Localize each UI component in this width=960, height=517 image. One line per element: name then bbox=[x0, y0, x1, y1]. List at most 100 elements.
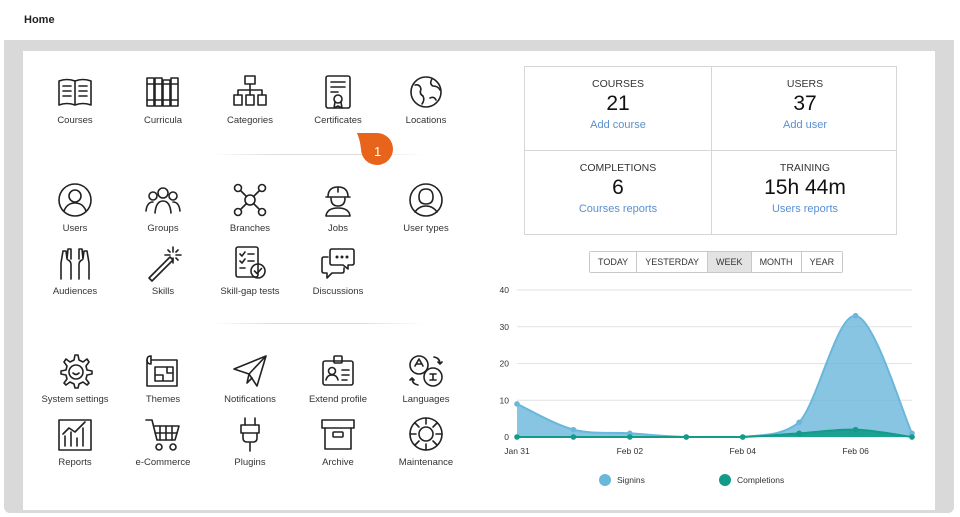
y-tick-label: 30 bbox=[500, 322, 510, 332]
step-badge: 1 bbox=[355, 131, 395, 171]
y-tick-label: 40 bbox=[500, 285, 510, 295]
data-point-completions bbox=[570, 434, 577, 440]
tile-label: Curricula bbox=[143, 115, 182, 126]
tile-archive[interactable]: Archive bbox=[290, 414, 386, 468]
tile-skill-gap-tests[interactable]: Skill-gap tests bbox=[202, 243, 298, 297]
theme-blueprint-icon bbox=[146, 355, 178, 387]
legend-label: Signins bbox=[617, 475, 645, 485]
certificate-icon bbox=[325, 75, 351, 109]
stat-caption: TRAINING bbox=[779, 162, 831, 174]
stat-value: 37 bbox=[793, 92, 817, 115]
period-today-button[interactable]: TODAY bbox=[590, 252, 638, 272]
add-course-link[interactable]: Add course bbox=[590, 119, 646, 131]
data-point-completions bbox=[796, 430, 802, 437]
tile-audiences[interactable]: Audiences bbox=[27, 243, 123, 297]
legend-item-signins[interactable]: Signins bbox=[599, 474, 645, 486]
tile-themes[interactable]: Themes bbox=[115, 351, 211, 405]
raised-hands-icon bbox=[60, 248, 90, 280]
tile-user-types[interactable]: User types bbox=[378, 180, 474, 234]
magic-wand-icon bbox=[148, 246, 182, 282]
y-tick-label: 20 bbox=[500, 359, 510, 369]
x-tick-label: Jan 31 bbox=[504, 446, 530, 456]
tile-maintenance[interactable]: Maintenance bbox=[378, 414, 474, 468]
tile-label: Languages bbox=[402, 394, 450, 405]
bar-chart-icon bbox=[58, 419, 92, 451]
series-area-completions bbox=[517, 429, 912, 437]
tile-languages[interactable]: Languages bbox=[378, 351, 474, 405]
period-yesterday-button[interactable]: YESTERDAY bbox=[637, 252, 709, 272]
tile-label: e-Commerce bbox=[135, 457, 191, 468]
tile-groups[interactable]: Groups bbox=[115, 180, 211, 234]
users-reports-link[interactable]: Users reports bbox=[771, 203, 839, 215]
checklist-icon bbox=[235, 246, 266, 279]
series-area-signins bbox=[517, 315, 912, 437]
stat-caption: USERS bbox=[786, 78, 824, 90]
tile-extend-profile[interactable]: Extend profile bbox=[290, 351, 386, 405]
user-circle-icon bbox=[58, 183, 92, 217]
period-month-button[interactable]: MONTH bbox=[751, 252, 802, 272]
period-week-button[interactable]: WEEK bbox=[708, 252, 752, 272]
top-bar: Home bbox=[4, 0, 954, 40]
legend-swatch bbox=[719, 474, 731, 486]
tile-system-settings[interactable]: System settings bbox=[27, 351, 123, 405]
tile-locations[interactable]: Locations bbox=[378, 72, 474, 126]
tile-label: Locations bbox=[405, 115, 447, 126]
tile-certificates[interactable]: Certificates bbox=[290, 72, 386, 126]
tile-reports[interactable]: Reports bbox=[27, 414, 123, 468]
x-tick-label: Feb 02 bbox=[617, 446, 644, 456]
stat-value: 15h 44m bbox=[764, 176, 846, 199]
x-tick-label: Feb 04 bbox=[729, 446, 756, 456]
tile-skills[interactable]: Skills bbox=[115, 243, 211, 297]
tile-label: User types bbox=[403, 223, 449, 234]
tile-label: Maintenance bbox=[398, 457, 454, 468]
branches-network-icon bbox=[233, 183, 267, 217]
tile-label: Users bbox=[62, 223, 88, 234]
data-point-completions bbox=[909, 434, 915, 440]
tile-categories[interactable]: Categories bbox=[202, 72, 298, 126]
tile-label: Skill-gap tests bbox=[220, 286, 280, 297]
stat-caption: COURSES bbox=[592, 78, 644, 90]
legend-item-completions[interactable]: Completions bbox=[719, 474, 784, 486]
globe-icon bbox=[410, 76, 442, 108]
stats-grid: COURSES 21 Add course USERS 37 Add user … bbox=[524, 66, 897, 235]
translate-icon bbox=[409, 355, 443, 387]
data-point-signins bbox=[570, 426, 577, 433]
x-tick-label: Feb 06 bbox=[842, 446, 869, 456]
tile-notifications[interactable]: Notifications bbox=[202, 351, 298, 405]
tile-discussions[interactable]: Discussions bbox=[290, 243, 386, 297]
stat-users: USERS 37 Add user bbox=[712, 67, 898, 151]
data-point-signins bbox=[514, 401, 520, 407]
tile-label: Extend profile bbox=[308, 394, 368, 405]
category-tree-icon bbox=[233, 75, 267, 106]
tile-users[interactable]: Users bbox=[27, 180, 123, 234]
group-icon bbox=[145, 187, 181, 214]
period-year-button[interactable]: YEAR bbox=[801, 252, 843, 272]
stat-completions: COMPLETIONS 6 Courses reports bbox=[525, 151, 711, 235]
stat-caption: COMPLETIONS bbox=[579, 162, 657, 174]
section-divider bbox=[210, 323, 425, 324]
section-divider bbox=[210, 154, 425, 155]
stat-training: TRAINING 15h 44m Users reports bbox=[712, 151, 898, 235]
tile-label: Skills bbox=[151, 286, 175, 297]
courses-reports-link[interactable]: Courses reports bbox=[578, 203, 658, 215]
stat-value: 21 bbox=[606, 92, 630, 115]
page-title: Home bbox=[24, 14, 55, 26]
data-point-completions bbox=[739, 434, 746, 440]
add-user-link[interactable]: Add user bbox=[782, 119, 828, 131]
tile-courses[interactable]: Courses bbox=[27, 72, 123, 126]
step-badge-number: 1 bbox=[374, 144, 382, 159]
legend-swatch bbox=[599, 474, 611, 486]
tile-e-commerce[interactable]: e-Commerce bbox=[115, 414, 211, 468]
tile-curricula[interactable]: Curricula bbox=[115, 72, 211, 126]
tile-label: Audiences bbox=[52, 286, 98, 297]
data-point-signins bbox=[796, 419, 802, 426]
archive-box-icon bbox=[321, 419, 355, 450]
stat-courses: COURSES 21 Add course bbox=[525, 67, 711, 151]
worker-helmet-icon bbox=[325, 186, 351, 217]
shopping-cart-icon bbox=[145, 419, 180, 451]
tile-jobs[interactable]: Jobs bbox=[290, 180, 386, 234]
tile-plugins[interactable]: Plugins bbox=[202, 414, 298, 468]
tile-branches[interactable]: Branches bbox=[202, 180, 298, 234]
data-point-completions bbox=[852, 426, 859, 433]
plug-icon bbox=[240, 417, 260, 452]
